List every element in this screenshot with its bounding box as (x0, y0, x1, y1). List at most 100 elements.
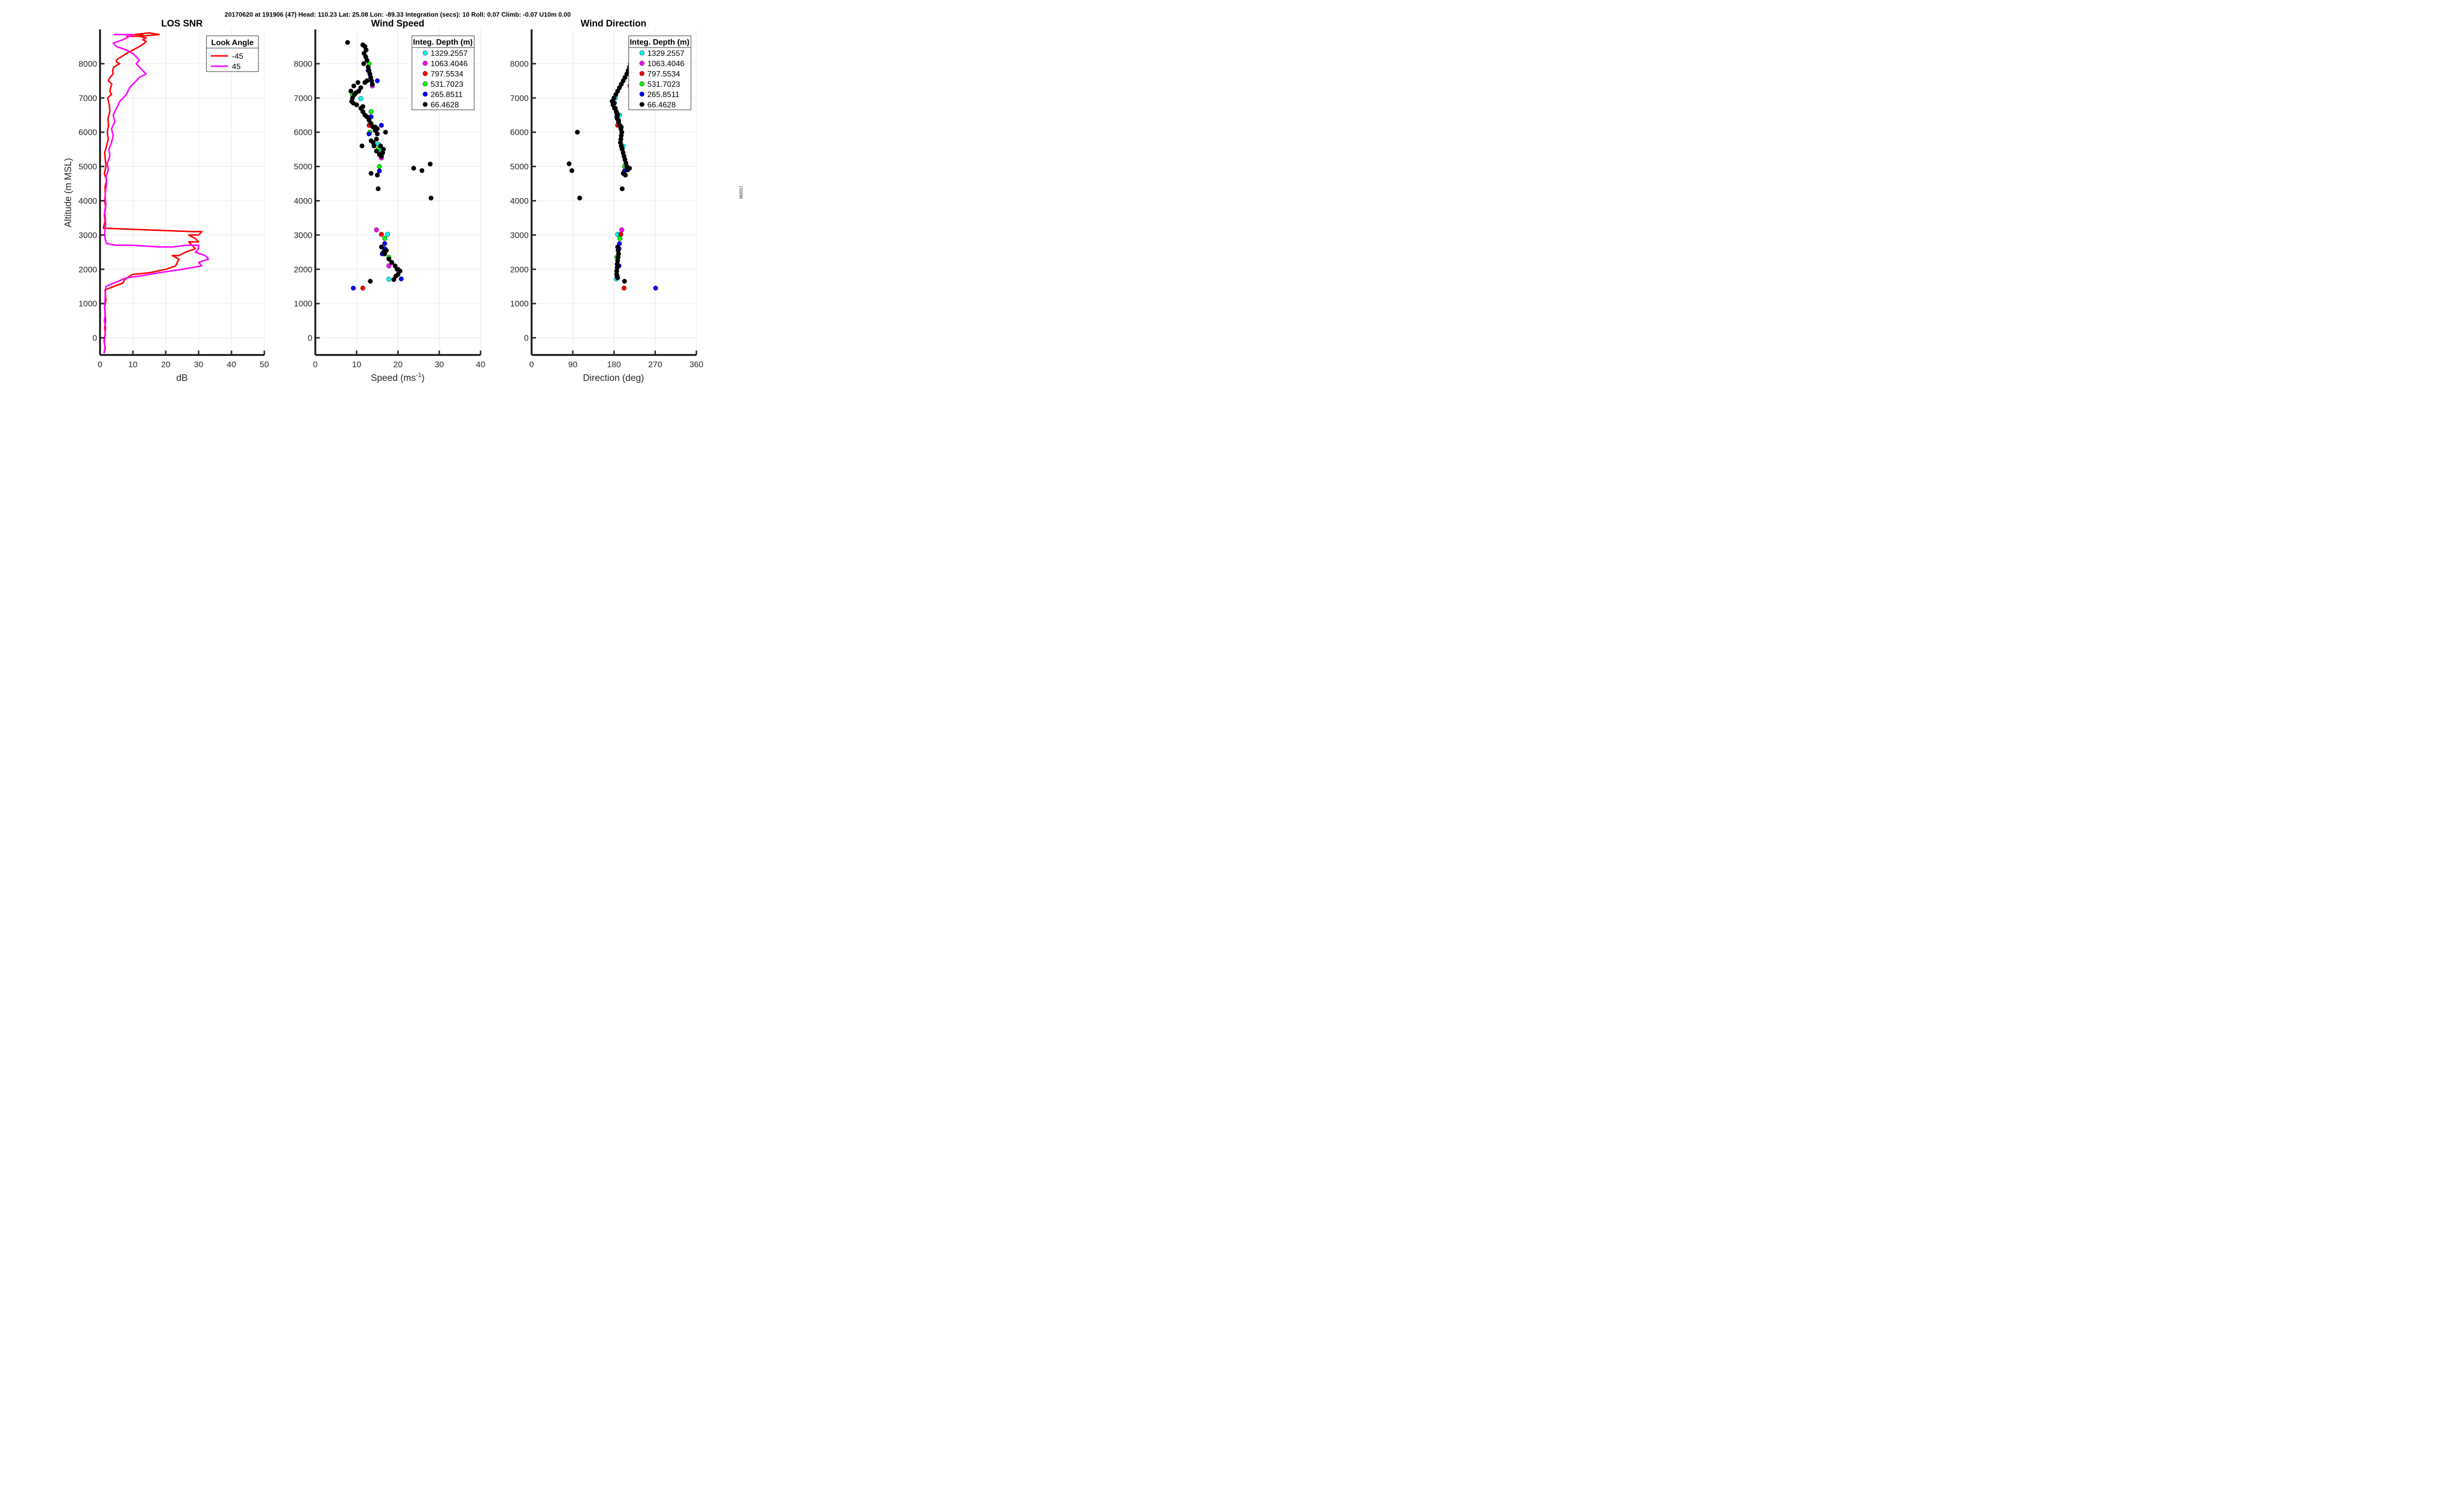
speed-data-point (378, 143, 383, 149)
snr-ytick-label: 0 (93, 333, 97, 343)
speed-ytick-label: 7000 (294, 94, 312, 103)
snr-panel: LOS SNR dB Altitude (m MSL) 0 10 20 30 40 500… (63, 19, 269, 383)
speed-legend-label: 797.5534 (431, 70, 463, 78)
direction-legend-marker (639, 81, 644, 86)
speed-legend-label: 1063.4046 (431, 60, 468, 68)
snr-xtick-label: 30 (194, 360, 204, 369)
direction-legend-label: 265.8511 (647, 91, 680, 99)
snr-plot-area: 0 10 20 30 40 50 0 1000 2000 3000 4000 5000 6000 7000… (78, 29, 269, 369)
direction-data-point (610, 99, 615, 104)
speed-data-point (358, 96, 363, 101)
snr-xtick-label: 50 (260, 360, 269, 369)
speed-data-point (368, 171, 374, 176)
direction-ytick-label: 2000 (510, 265, 529, 274)
snr-series-line-1 (103, 34, 209, 353)
speed-legend-title: Integ. Depth (m) (413, 38, 473, 47)
direction-data-point (614, 111, 619, 116)
snr-ytick-label: 1000 (78, 299, 97, 308)
snr-ytick-label: 3000 (78, 230, 97, 240)
speed-data-point (360, 104, 365, 109)
snr-ytick-label: 8000 (78, 59, 97, 69)
speed-legend-marker (423, 71, 428, 76)
speed-data-point (370, 81, 375, 87)
speed-legend-marker (423, 81, 428, 86)
speed-data-point (374, 149, 379, 153)
speed-ytick-label: 2000 (294, 265, 312, 274)
speed-legend-marker (423, 92, 428, 97)
speed-data-point (379, 244, 384, 250)
direction-data-point (619, 227, 624, 232)
speed-xtick-label: 30 (434, 360, 444, 369)
speed-data-point (364, 58, 370, 63)
direction-legend-marker (639, 71, 644, 76)
speed-data-point (381, 147, 386, 152)
speed-data-point (375, 126, 380, 131)
direction-data-point (622, 278, 627, 284)
direction-data-point (575, 129, 580, 135)
direction-data-point (619, 125, 624, 130)
speed-data-point (382, 251, 387, 256)
speed-data-point (368, 109, 374, 114)
direction-legend-label: 797.5534 (647, 70, 680, 78)
speed-legend-items: 1329.2557 1063.4046 797.5534 531.7023 265.85… (423, 50, 468, 109)
direction-data-point (613, 105, 618, 111)
direction-legend-marker (639, 50, 644, 55)
speed-data-point (375, 173, 380, 177)
direction-data-point (577, 195, 582, 201)
speed-xlabel-superscript: -1 (416, 371, 422, 378)
direction-legend-box (628, 35, 691, 110)
direction-data-point (618, 232, 623, 237)
direction-legend-label: 66.4628 (647, 101, 676, 109)
direction-legend-label: 1063.4046 (647, 60, 685, 68)
speed-xtick-label: 20 (393, 360, 403, 369)
speed-data-point (377, 164, 382, 169)
direction-data-point (621, 285, 627, 291)
figure: 20170620 at 191906 (47) Head: 110.23 Lat… (0, 0, 759, 393)
speed-data-point (359, 143, 365, 149)
speed-legend-label: 531.7023 (431, 80, 463, 89)
direction-legend-title: Integ. Depth (m) (630, 38, 690, 47)
snr-legend-label-45: 45 (232, 63, 241, 71)
speed-data-point (375, 131, 380, 137)
speed-data-point (345, 40, 350, 45)
speed-data-point (368, 138, 374, 144)
speed-data-point (374, 227, 379, 232)
direction-xtick-label: 270 (648, 360, 662, 369)
speed-data-point (360, 285, 365, 291)
speed-data-point (355, 80, 360, 85)
speed-legend-label: 265.8511 (431, 91, 463, 99)
speed-legend-label: 1329.2557 (431, 50, 468, 58)
speed-legend-label: 66.4628 (431, 101, 459, 109)
speed-data-point (361, 61, 366, 66)
speed-data-point (368, 278, 373, 284)
speed-xlabel: Speed (ms-1) (371, 371, 425, 383)
speed-data-point (368, 121, 374, 126)
speed-xlabel-main: Speed (ms (371, 373, 416, 383)
direction-data-point (653, 285, 658, 291)
direction-legend: Integ. Depth (m) 1329.2557 1063.4046 797.5… (628, 35, 691, 110)
speed-data-point (353, 90, 358, 96)
direction-data-point (569, 168, 574, 173)
speed-ytick-label: 0 (308, 333, 312, 343)
speed-ytick-label: 8000 (294, 59, 312, 69)
speed-data-point (382, 241, 387, 246)
speed-ytick-label: 1000 (294, 299, 312, 308)
direction-data-point (617, 236, 622, 241)
direction-legend-items: 1329.2557 1063.4046 797.5534 531.7023 265.85… (639, 50, 685, 109)
direction-legend-label: 1329.2557 (647, 50, 685, 58)
speed-legend-marker (423, 102, 428, 107)
direction-xtick-label: 0 (529, 360, 534, 369)
speed-data-point (383, 129, 388, 135)
direction-plot-area: 0 90 180 270 360 0 1000 2000 3000 4000 5000 6000 700… (510, 29, 703, 369)
snr-xlabel: dB (176, 373, 187, 383)
speed-data-point (351, 285, 356, 291)
speed-data-point (379, 123, 384, 128)
speed-legend: Integ. Depth (m) 1329.2557 1063.4046 797.5… (411, 35, 475, 110)
direction-data-point (627, 166, 632, 171)
side-stamp: 062017 (739, 185, 743, 199)
speed-data-point (374, 136, 379, 142)
speed-data-point (419, 168, 425, 173)
speed-data-point (377, 168, 382, 174)
snr-xtick-label: 0 (98, 360, 102, 369)
speed-data-point (376, 186, 381, 191)
